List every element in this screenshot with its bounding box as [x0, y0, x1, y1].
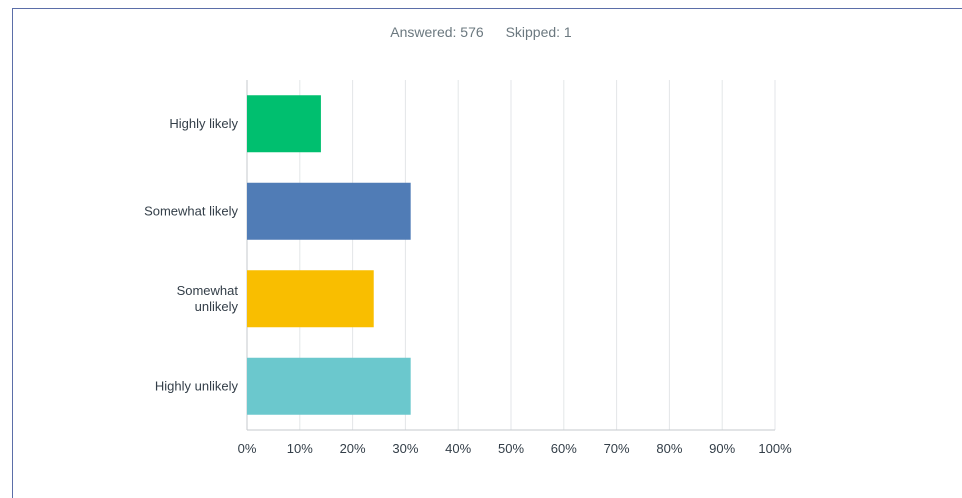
category-label: Highly likely: [169, 116, 238, 131]
bar[interactable]: [247, 357, 411, 415]
x-tick-label: 60%: [551, 441, 577, 456]
skipped-count: Skipped: 1: [505, 24, 572, 40]
x-tick-label: 10%: [287, 441, 313, 456]
category-label: Somewhat unlikely: [177, 283, 239, 314]
bar[interactable]: [247, 270, 374, 328]
bar-chart: 0% 10% 20% 30% 40% 50% 60% 70% 80% 90% 100% Highly …: [144, 80, 792, 456]
category-label: Highly unlikely: [155, 378, 239, 393]
category-label: Somewhat likely: [144, 203, 238, 218]
x-tick-label: 50%: [498, 441, 524, 456]
x-tick-label: 70%: [604, 441, 630, 456]
response-summary: Answered: 576 Skipped: 1: [0, 24, 962, 40]
bar[interactable]: [247, 182, 411, 240]
x-tick-label: 20%: [340, 441, 366, 456]
x-tick-label: 0%: [238, 441, 257, 456]
x-tick-label: 100%: [758, 441, 792, 456]
x-tick-label: 90%: [709, 441, 735, 456]
x-tick-label: 80%: [656, 441, 682, 456]
chart-frame: [12, 8, 962, 498]
answered-count: Answered: 576: [390, 24, 484, 40]
x-tick-label: 40%: [445, 441, 471, 456]
bar[interactable]: [247, 95, 321, 153]
x-tick-label: 30%: [392, 441, 418, 456]
